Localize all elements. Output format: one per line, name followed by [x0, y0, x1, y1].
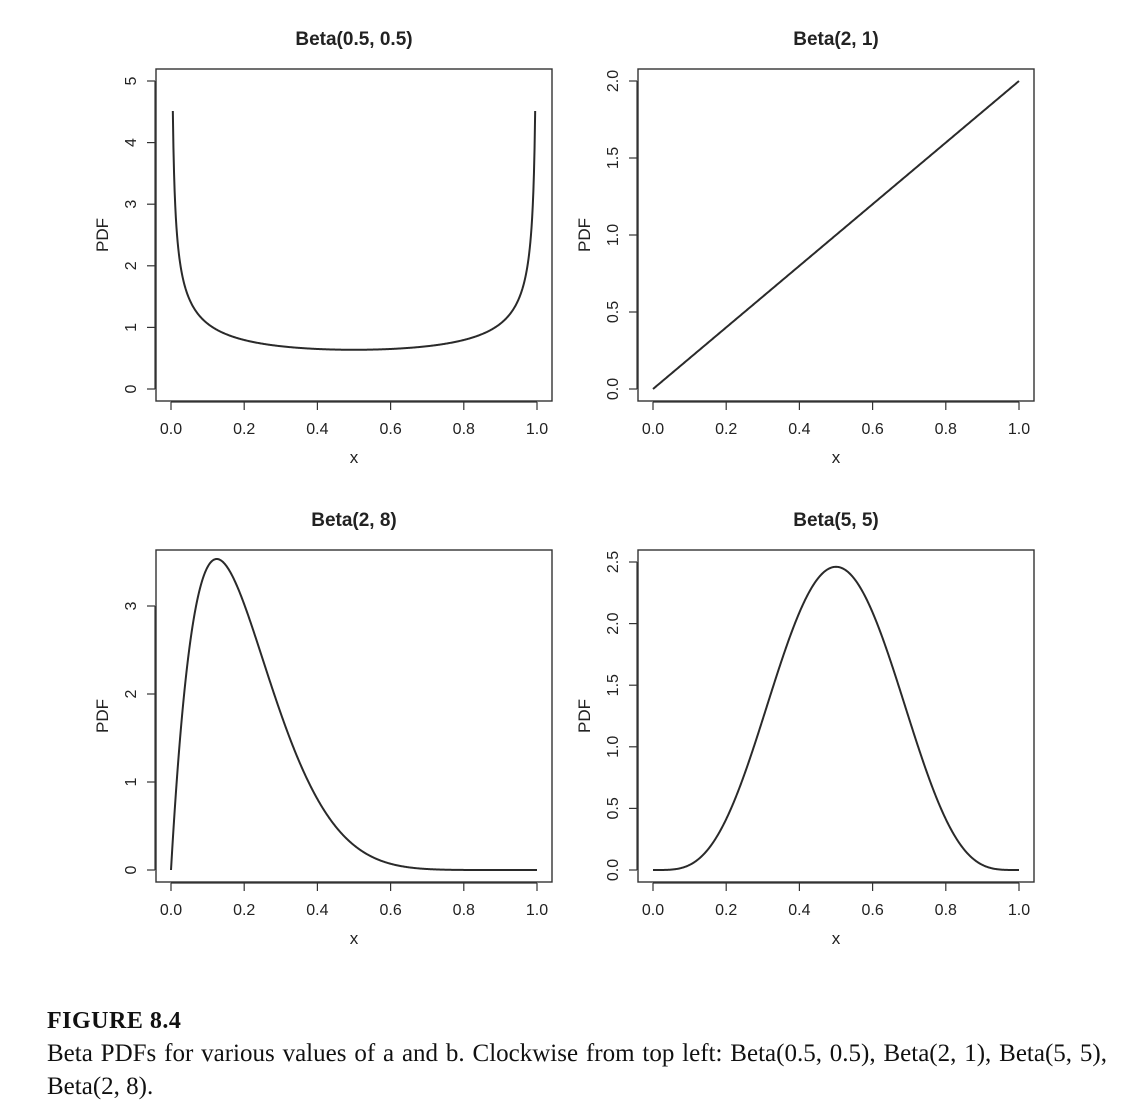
x-tick-label: 1.0	[1008, 421, 1030, 438]
y-tick-label: 2.5	[605, 551, 622, 573]
panel-title-2: Beta(2, 1)	[793, 29, 879, 50]
x-tick-label: 0.6	[379, 902, 401, 919]
y-tick-label: 0.0	[605, 859, 622, 881]
x-tick-label: 0.8	[935, 421, 957, 438]
y-axis-label-1: PDF	[93, 218, 112, 252]
pdf-curve-2	[652, 80, 1020, 390]
caption-title: FIGURE 8.4	[47, 1008, 182, 1034]
x-tick-label: 0.4	[306, 902, 328, 919]
y-tick-label: 1.5	[605, 674, 622, 696]
panel-title-3: Beta(2, 8)	[311, 510, 397, 531]
x-tick-label: 1.0	[526, 421, 548, 438]
x-axis-label-4: x	[832, 929, 841, 948]
y-tick-label: 4	[123, 138, 140, 147]
x-axis-label-1: x	[350, 448, 359, 467]
x-tick-label: 0.0	[160, 421, 182, 438]
y-axis-label-4: PDF	[575, 699, 594, 733]
y-tick-label: 1.5	[605, 147, 622, 169]
x-tick-label: 0.0	[642, 421, 664, 438]
y-tick-label: 3	[123, 601, 140, 610]
y-tick-label: 0	[123, 384, 140, 393]
y-tick-label: 5	[123, 76, 140, 85]
y-tick-label: 0.5	[605, 301, 622, 323]
y-tick-label: 0.0	[605, 378, 622, 400]
y-tick-label: 3	[123, 200, 140, 209]
y-tick-label: 1.0	[605, 736, 622, 758]
x-tick-label: 0.2	[233, 421, 255, 438]
x-axis-label-2: x	[832, 448, 841, 467]
y-tick-label: 1	[123, 777, 140, 786]
y-tick-label: 2.0	[605, 70, 622, 92]
x-tick-label: 0.2	[233, 902, 255, 919]
x-tick-label: 0.8	[453, 902, 475, 919]
y-tick-label: 0.5	[605, 797, 622, 819]
y-tick-label: 1	[123, 323, 140, 332]
pdf-curve-1	[171, 110, 537, 351]
x-tick-label: 0.2	[715, 902, 737, 919]
beta-pdf-figure: Beta(0.5, 0.5) 0.0 0.2 0.4 0.6 0.8 1.0 x 0 1 2 3 4 5 P…	[93, 29, 1035, 948]
plot-frame-4	[637, 549, 1035, 883]
plot-frame-3	[155, 549, 553, 883]
y-tick-label: 2.0	[605, 612, 622, 634]
x-tick-label: 0.8	[935, 902, 957, 919]
y-axis-label-3: PDF	[93, 699, 112, 733]
x-tick-label: 0.4	[306, 421, 328, 438]
plot-frame-2	[637, 68, 1035, 402]
y-tick-label: 0	[123, 865, 140, 874]
x-tick-label: 0.2	[715, 421, 737, 438]
x-tick-label: 0.4	[788, 421, 810, 438]
pdf-curve-3	[170, 557, 537, 871]
x-tick-label: 0.8	[453, 421, 475, 438]
x-tick-label: 0.6	[861, 902, 883, 919]
x-tick-label: 0.6	[379, 421, 401, 438]
pdf-curve-4	[653, 565, 1019, 871]
panel-title-1: Beta(0.5, 0.5)	[295, 29, 412, 50]
panel-title-4: Beta(5, 5)	[793, 510, 879, 531]
x-tick-label: 0.6	[861, 421, 883, 438]
x-tick-label: 1.0	[526, 902, 548, 919]
x-tick-label: 0.0	[160, 902, 182, 919]
caption-text: Beta PDFs for various values of a and b.…	[47, 1040, 1107, 1100]
x-tick-label: 0.0	[642, 902, 664, 919]
plot-frame-1	[155, 68, 553, 402]
y-tick-label: 2	[123, 689, 140, 698]
figure-caption: FIGURE 8.4 Beta PDFs for various values …	[47, 1008, 1107, 1103]
x-axis-label-3: x	[350, 929, 359, 948]
y-tick-label: 1.0	[605, 224, 622, 246]
x-tick-label: 0.4	[788, 902, 810, 919]
y-tick-label: 2	[123, 261, 140, 270]
x-tick-label: 1.0	[1008, 902, 1030, 919]
y-axis-label-2: PDF	[575, 218, 594, 252]
